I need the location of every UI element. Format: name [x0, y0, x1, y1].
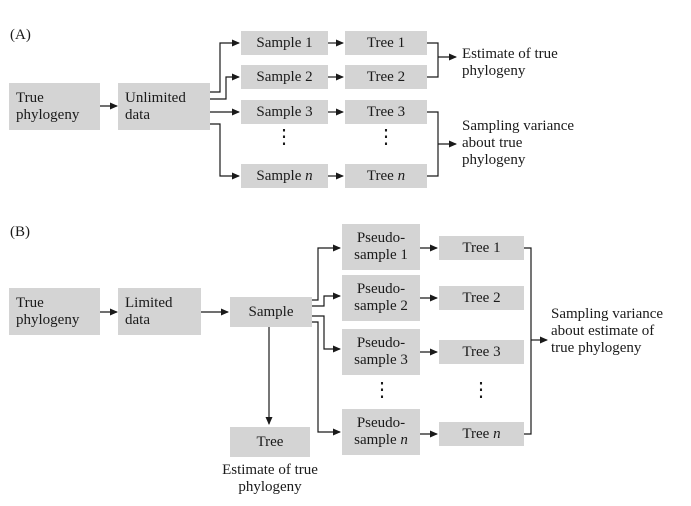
bracket-b: [524, 247, 532, 435]
arrow-b-sample-to-pseudo-2: [312, 292, 341, 307]
a-sample-n-label: Sample: [256, 167, 302, 184]
arrow-a-data-to-sample-n: [210, 123, 240, 180]
b-pseudo-sample-n-label: Pseudo-sample: [354, 415, 406, 448]
b-tree-n-box: Tree n: [439, 422, 524, 446]
b-pseudo-sample-2-box: Pseudo-sample 2: [342, 275, 420, 321]
b-tree-3-box: Tree 3: [439, 340, 524, 364]
arrow-b-sample-to-pseudo-3: [312, 315, 341, 353]
a-tree-n-label: Tree: [366, 167, 394, 184]
b-tree-n-suffix: n: [493, 425, 501, 442]
a-tree-n-suffix: n: [397, 167, 406, 184]
a-sample-1-box: Sample 1: [241, 31, 328, 55]
a-tree-3-box: Tree 3: [345, 100, 427, 124]
arrow-a-data-to-sample-1: [210, 39, 240, 93]
b-pseudo-sample-n-suffix: n: [400, 432, 408, 448]
bracket-a-top: [427, 42, 439, 78]
panel-b-label: (B): [10, 224, 30, 240]
b-pseudo-sample-1-box: Pseudo-sample 1: [342, 224, 420, 270]
a-tree-n-box: Tree n: [345, 164, 427, 188]
a-trees-ellipsis: ⋮: [376, 126, 396, 148]
a-tree-1-box: Tree 1: [345, 31, 427, 55]
b-tree-box: Tree: [230, 427, 310, 457]
b-tree-1-box: Tree 1: [439, 236, 524, 260]
a-sample-3-box: Sample 3: [241, 100, 328, 124]
a-samples-ellipsis: ⋮: [274, 126, 294, 148]
b-limited-data-box: Limited data: [118, 288, 201, 335]
b-estimate-text: Estimate of true phylogeny: [222, 462, 318, 495]
a-sample-2-box: Sample 2: [241, 65, 328, 89]
a-estimate-text: Estimate of true phylogeny: [462, 46, 558, 79]
a-true-phylogeny-box: True phylogeny: [9, 83, 100, 130]
arrow-b-sample-to-pseudo-n: [312, 321, 341, 436]
panel-a-label: (A): [10, 27, 31, 43]
b-pseudo-sample-3-box: Pseudo-sample 3: [342, 329, 420, 375]
bracket-a-bottom: [427, 111, 439, 177]
b-pseudo-samples-ellipsis: ⋮: [372, 379, 392, 401]
b-pseudo-sample-n-box: Pseudo-sample n: [342, 409, 420, 455]
a-sample-n-suffix: n: [305, 167, 313, 184]
arrow-b-sample-to-pseudo-1: [312, 244, 341, 301]
b-variance-text: Sampling variance about estimate of true…: [551, 306, 664, 356]
b-sample-box: Sample: [230, 297, 312, 327]
a-sample-n-box: Sample n: [241, 164, 328, 188]
b-true-phylogeny-box: True phylogeny: [9, 288, 100, 335]
a-tree-2-box: Tree 2: [345, 65, 427, 89]
b-tree-2-box: Tree 2: [439, 286, 524, 310]
arrow-a-data-to-sample-2: [210, 73, 240, 100]
b-tree-n-label: Tree: [462, 425, 490, 442]
a-variance-text: Sampling variance about true phylogeny: [462, 118, 575, 168]
a-unlimited-data-box: Unlimited data: [118, 83, 210, 130]
b-trees-ellipsis: ⋮: [471, 379, 491, 401]
